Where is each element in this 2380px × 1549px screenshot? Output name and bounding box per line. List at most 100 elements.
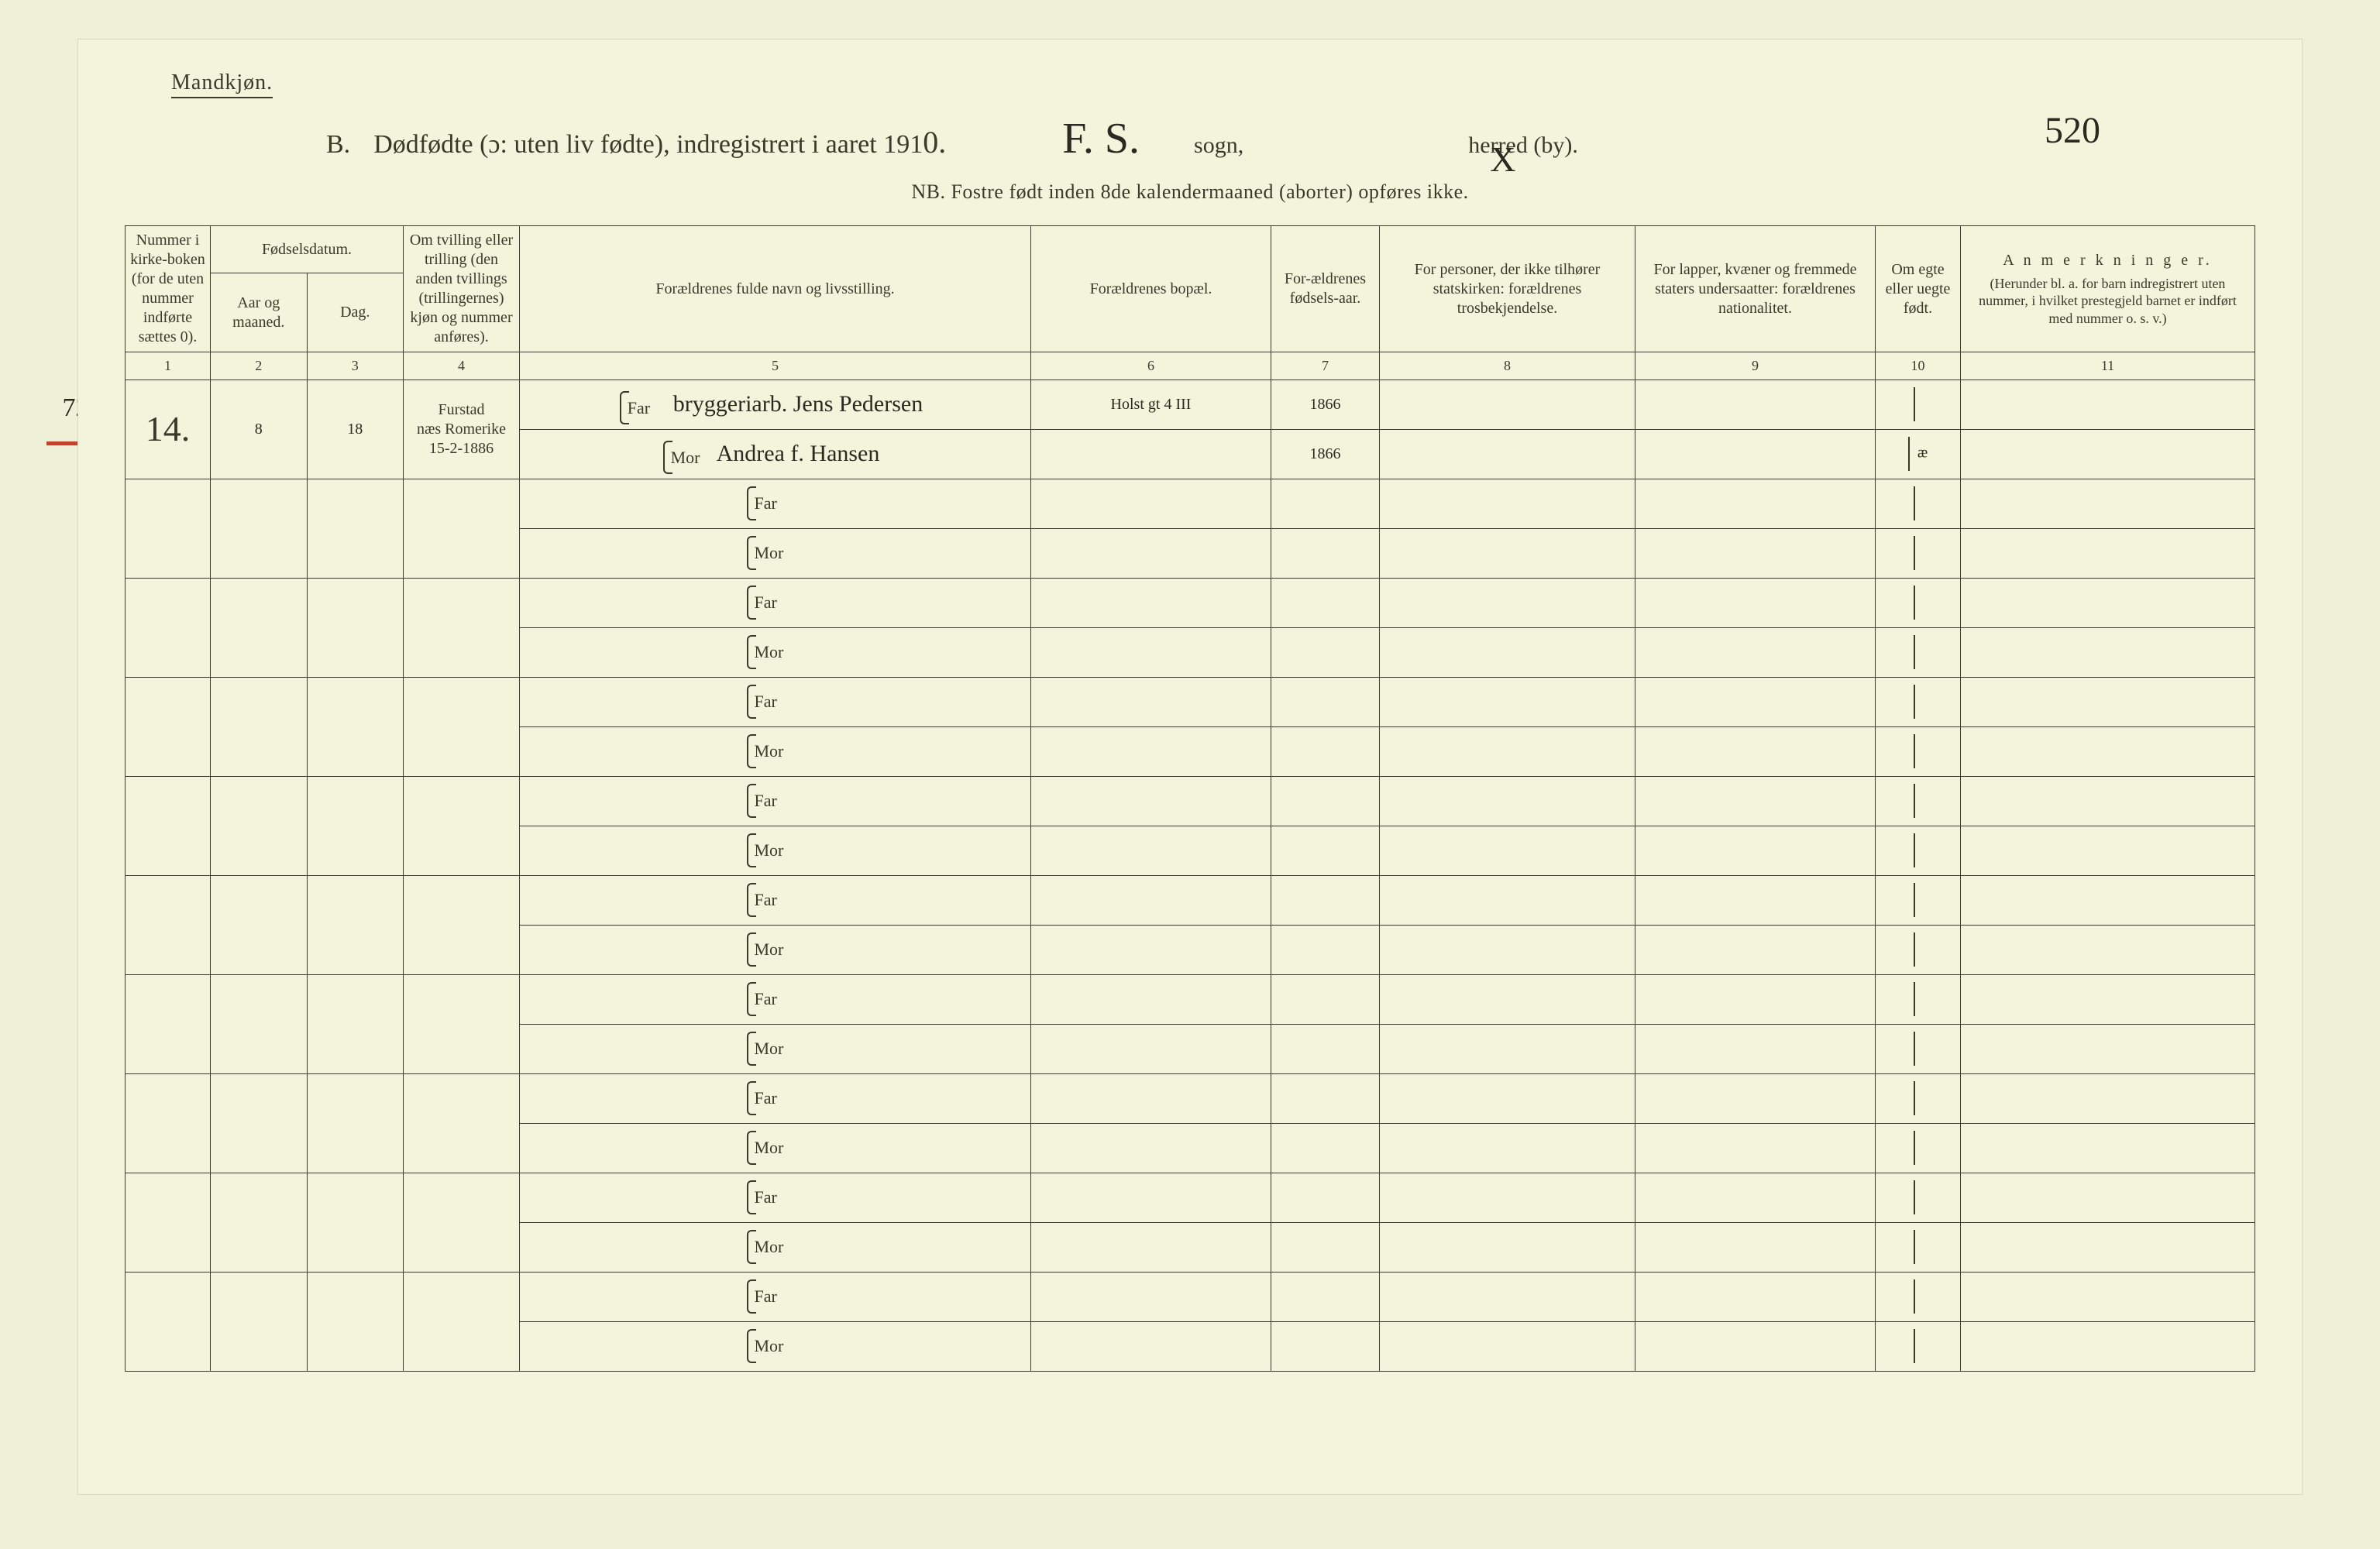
cell-aar (1271, 677, 1380, 726)
far-label: Far (755, 1087, 796, 1109)
cell-mor: Mor (520, 1321, 1031, 1371)
mor-label: Mor (671, 447, 713, 469)
cell-empty (307, 1272, 404, 1371)
cell-tros (1380, 578, 1635, 627)
cell-anm (1961, 380, 2255, 429)
far-name: bryggeriarb. Jens Pedersen (673, 391, 923, 417)
register-page: Mandkjøn. B. Dødfødte (ɔ: uten liv fødte… (77, 39, 2303, 1495)
cell-nat (1635, 578, 1876, 627)
colnum-10: 10 (1876, 352, 1961, 380)
cell-far-aar: 1866 (1271, 380, 1380, 429)
cell-bopael (1031, 627, 1271, 677)
table-row: Far (126, 974, 2255, 1024)
cell-mor: Mor Andrea f. Hansen (520, 429, 1031, 479)
cell-bopael (1031, 1123, 1271, 1173)
table-row: Far (126, 479, 2255, 528)
sogn-label: sogn, (1194, 132, 1243, 159)
cell-empty (211, 1272, 308, 1371)
cell-tros (1380, 1024, 1635, 1073)
cell-nat (1635, 1321, 1876, 1371)
mor-label: Mor (755, 939, 796, 960)
far-label: Far (755, 592, 796, 613)
cell-aar (1271, 1073, 1380, 1123)
cell-aar (1271, 1024, 1380, 1073)
cell-empty (211, 875, 308, 974)
far-label: Far (755, 493, 796, 514)
table-row: Far (126, 1073, 2255, 1123)
cell-tros (1380, 925, 1635, 974)
col-2-group-header: Fødselsdatum. (211, 226, 404, 273)
cell-empty (307, 1173, 404, 1272)
cell-egte (1876, 1321, 1961, 1371)
cell-anm (1961, 578, 2255, 627)
mor-label: Mor (755, 542, 796, 564)
far-label: Far (755, 1286, 796, 1307)
cell-far: Far (520, 1173, 1031, 1222)
mor-label: Mor (755, 1137, 796, 1159)
cell-nat (1635, 677, 1876, 726)
cell-egte (1876, 875, 1961, 925)
cell-bopael (1031, 1321, 1271, 1371)
page-number-hand: 520 (2045, 109, 2100, 152)
cell-nat (1635, 429, 1876, 479)
cell-mor: Mor (520, 925, 1031, 974)
cell-far: Far (520, 974, 1031, 1024)
cell-empty (126, 479, 211, 578)
cell-egte (1876, 479, 1961, 528)
cell-bopael (1031, 578, 1271, 627)
cell-empty (307, 578, 404, 677)
cell-empty (126, 578, 211, 677)
cell-egte: æ (1876, 429, 1961, 479)
cell-egte (1876, 1024, 1961, 1073)
cell-dag: 18 (307, 380, 404, 479)
title-row: B. Dødfødte (ɔ: uten liv fødte), indregi… (326, 114, 2255, 163)
cell-egte (1876, 677, 1961, 726)
cell-egte (1876, 925, 1961, 974)
cell-anm (1961, 826, 2255, 875)
cell-tros (1380, 1222, 1635, 1272)
cell-empty (307, 776, 404, 875)
cell-aar (1271, 726, 1380, 776)
cell-empty (404, 1073, 520, 1173)
table-row: Far (126, 1173, 2255, 1222)
gender-heading: Mandkjøn. (171, 70, 273, 98)
colnum-11: 11 (1961, 352, 2255, 380)
cell-aar (1271, 1123, 1380, 1173)
herred-label: herred (by). X (1468, 132, 1578, 159)
cell-empty (404, 1173, 520, 1272)
cell-tros (1380, 429, 1635, 479)
cell-empty (404, 974, 520, 1073)
cell-tros (1380, 528, 1635, 578)
cell-anm (1961, 627, 2255, 677)
cell-anm (1961, 974, 2255, 1024)
mor-label: Mor (755, 1335, 796, 1357)
cell-empty (404, 1272, 520, 1371)
colnum-8: 8 (1380, 352, 1635, 380)
register-table: Nummer i kirke-boken (for de uten nummer… (125, 225, 2255, 1372)
cell-anm (1961, 429, 2255, 479)
cell-tros (1380, 1173, 1635, 1222)
cell-mor: Mor (520, 1222, 1031, 1272)
cell-nat (1635, 1024, 1876, 1073)
parish-handwritten: F. S. (1062, 114, 1140, 163)
cell-empty (126, 1272, 211, 1371)
cell-mor: Mor (520, 726, 1031, 776)
cell-nat (1635, 1073, 1876, 1123)
cell-egte (1876, 528, 1961, 578)
cell-nat (1635, 1222, 1876, 1272)
cell-bopael (1031, 726, 1271, 776)
cell-far: Far (520, 677, 1031, 726)
cell-tros (1380, 1272, 1635, 1321)
cell-empty (211, 479, 308, 578)
table-row: 14. 8 18 Furstad næs Romerike 15-2-1886 … (126, 380, 2255, 429)
title-main: Dødfødte (ɔ: uten liv fødte), indregistr… (373, 124, 946, 160)
cell-anm (1961, 479, 2255, 528)
cell-bopael (1031, 1173, 1271, 1222)
table-row: Far (126, 875, 2255, 925)
cell-mor-aar: 1866 (1271, 429, 1380, 479)
cell-egte (1876, 726, 1961, 776)
col-3-header: Dag. (307, 273, 404, 352)
cell-mor: Mor (520, 1024, 1031, 1073)
cell-far: Far (520, 479, 1031, 528)
cell-egte (1876, 1272, 1961, 1321)
